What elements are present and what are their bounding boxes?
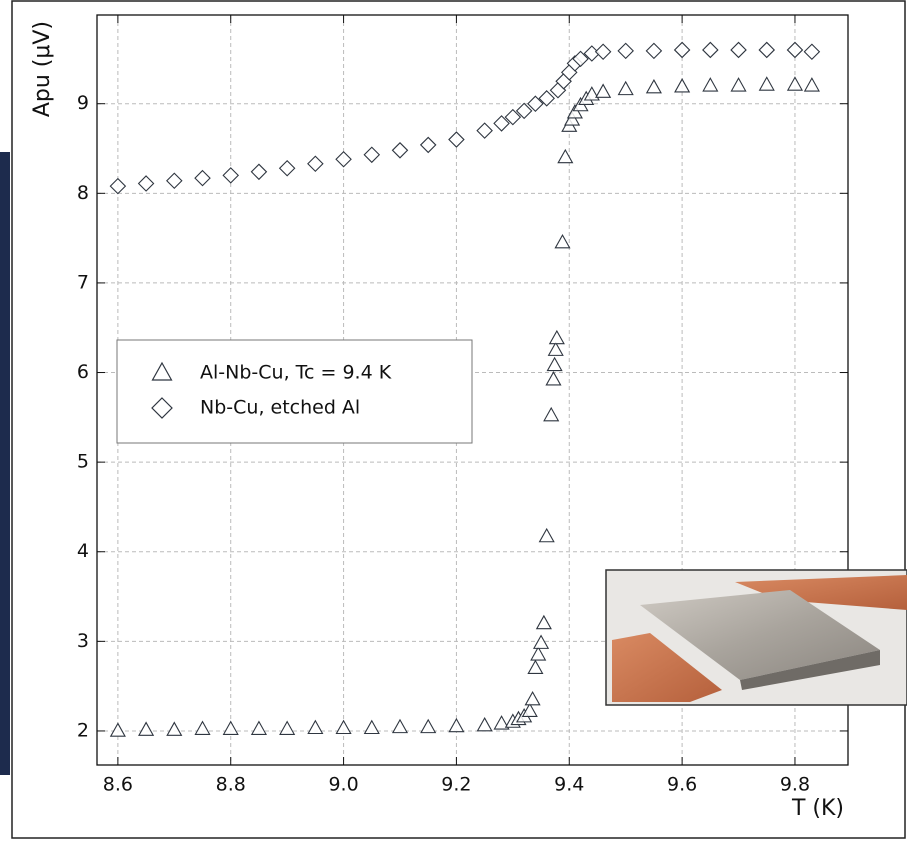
legend-box xyxy=(116,339,473,444)
legend-marker xyxy=(151,397,173,419)
data-point xyxy=(583,86,600,101)
legend-label: Al-Nb-Cu, Tc = 9.4 K xyxy=(200,362,392,384)
data-point xyxy=(307,719,324,735)
data-point xyxy=(547,341,564,356)
x-tick-label: 8.8 xyxy=(216,774,246,796)
data-point xyxy=(448,131,465,148)
data-point xyxy=(419,136,437,154)
data-point xyxy=(515,102,533,120)
y-tick-label: 3 xyxy=(77,630,89,652)
data-point xyxy=(222,167,240,184)
y-tick-label: 4 xyxy=(77,540,89,562)
data-point xyxy=(702,77,719,92)
data-point xyxy=(545,371,562,386)
data-point xyxy=(307,155,324,173)
data-point xyxy=(166,172,183,190)
data-point xyxy=(363,146,381,164)
data-point xyxy=(363,719,380,735)
data-point xyxy=(137,175,155,192)
data-point xyxy=(617,80,634,96)
data-point xyxy=(109,722,126,737)
data-point xyxy=(595,83,612,98)
data-point xyxy=(538,90,555,107)
data-point xyxy=(138,721,155,736)
data-point xyxy=(504,108,522,126)
data-point xyxy=(391,718,409,734)
data-point xyxy=(645,42,663,60)
data-point xyxy=(524,690,541,706)
legend-label: Nb-Cu, etched Al xyxy=(200,397,360,419)
data-point xyxy=(702,41,719,59)
data-point xyxy=(617,42,634,60)
data-point xyxy=(758,76,775,91)
data-point xyxy=(194,720,211,735)
data-point xyxy=(530,646,547,661)
data-point xyxy=(194,169,211,187)
side-image xyxy=(0,152,10,775)
data-point xyxy=(730,77,747,92)
data-point xyxy=(554,233,571,249)
data-point xyxy=(250,720,267,735)
y-tick-label: 2 xyxy=(77,719,89,741)
x-tick-label: 8.6 xyxy=(103,774,133,796)
data-point xyxy=(335,150,352,168)
data-point xyxy=(786,76,804,91)
data-point xyxy=(521,702,538,718)
data-point xyxy=(222,720,239,735)
data-point xyxy=(493,115,510,132)
data-point xyxy=(532,634,550,649)
data-point xyxy=(758,41,776,59)
data-point xyxy=(594,43,612,61)
data-point xyxy=(535,614,552,630)
data-point xyxy=(564,111,581,126)
x-tick-label: 9.4 xyxy=(554,774,584,796)
legend-marker xyxy=(151,361,173,381)
x-tick-label: 9.2 xyxy=(441,774,471,796)
data-point xyxy=(566,104,583,119)
data-point xyxy=(674,78,691,93)
data-point xyxy=(673,41,691,59)
data-point xyxy=(391,142,409,159)
x-tick-label: 9.0 xyxy=(328,774,358,796)
y-tick-label: 9 xyxy=(77,92,89,114)
data-point xyxy=(548,329,565,345)
data-point xyxy=(543,406,560,422)
data-point xyxy=(546,356,563,372)
data-point xyxy=(335,719,352,735)
data-point xyxy=(278,159,296,177)
data-point xyxy=(493,715,510,730)
data-point xyxy=(645,78,662,94)
inset-photo xyxy=(605,569,907,706)
y-tick-label: 5 xyxy=(77,451,89,473)
data-point xyxy=(572,50,589,68)
plot-frame xyxy=(96,14,849,766)
data-point xyxy=(279,720,296,735)
data-point xyxy=(527,659,544,675)
y-tick-label: 8 xyxy=(77,182,89,204)
data-point xyxy=(420,718,437,734)
y-tick-label: 6 xyxy=(77,361,89,383)
x-tick-label: 9.6 xyxy=(667,774,697,796)
x-axis-label: T (K) xyxy=(791,796,844,821)
data-point xyxy=(250,163,268,181)
y-axis-label: Apu (μV) xyxy=(30,21,55,117)
data-point xyxy=(730,41,747,59)
x-tick-label: 9.8 xyxy=(780,774,810,796)
data-point xyxy=(448,717,465,733)
data-point xyxy=(786,41,804,59)
data-point xyxy=(803,77,820,92)
data-point xyxy=(527,95,544,112)
data-point xyxy=(803,43,821,61)
data-point xyxy=(109,177,127,195)
data-point xyxy=(557,148,574,164)
y-tick-label: 7 xyxy=(77,271,89,293)
data-point xyxy=(166,721,183,736)
data-point xyxy=(476,716,493,732)
data-point xyxy=(538,527,555,543)
data-point xyxy=(476,122,493,139)
